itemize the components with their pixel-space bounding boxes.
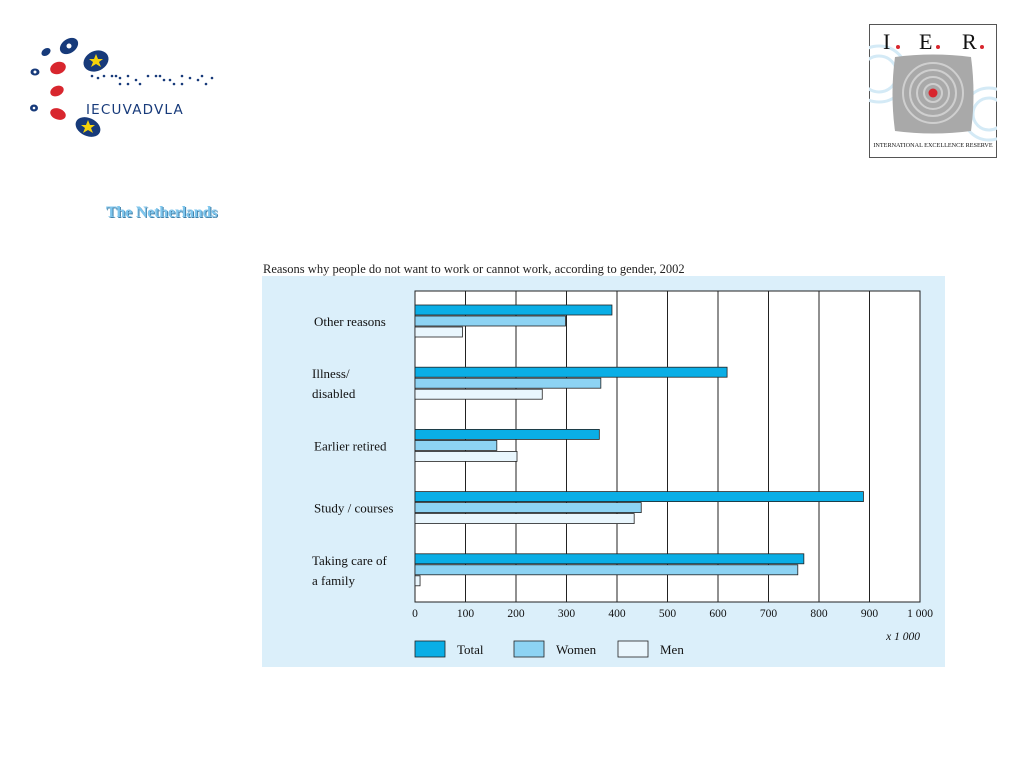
category-label: Other reasons	[314, 314, 386, 329]
legend: Total Women Men	[414, 640, 684, 658]
category-label: Study / courses	[314, 501, 393, 516]
category-label: Taking care of	[312, 553, 388, 568]
x-tick-label: 800	[810, 608, 828, 620]
legend-swatch-women	[513, 640, 545, 658]
ier-letter-i: I	[883, 29, 890, 54]
chart-title: Reasons why people do not want to work o…	[263, 262, 685, 276]
x-tick-label: 500	[659, 608, 677, 620]
bars	[414, 304, 864, 587]
category-label: disabled	[312, 386, 356, 401]
x-tick-labels: 0 100 200 300 400 500 600 700 800 900 1 000 x 1 000	[412, 608, 933, 643]
x-tick-label: 900	[861, 608, 879, 620]
plot-area	[414, 290, 921, 603]
legend-swatch-men	[617, 640, 649, 658]
category-label: Earlier retired	[314, 438, 387, 453]
bar-men	[414, 388, 543, 400]
bar-total	[414, 304, 613, 316]
bar-women	[414, 439, 498, 451]
category-label: Illness/	[312, 366, 350, 381]
x-tick-label: 1 000	[907, 608, 933, 620]
x-tick-label: 0	[412, 608, 418, 620]
bar-total	[414, 428, 600, 440]
category-label: a family	[312, 573, 355, 588]
ier-letter-r: R	[962, 29, 977, 54]
x-tick-label: 300	[558, 608, 576, 620]
target-emblem	[892, 54, 974, 134]
iecuvadvla-logo: IECUVADVLA	[30, 37, 214, 137]
x-tick-label: 100	[457, 608, 475, 620]
ier-logo: I E R INTERNATIONAL EXCELLENCE RESERVE	[869, 24, 997, 158]
bar-chart: Other reasons Illness/disabled Earlier ret…	[312, 290, 933, 658]
bar-men	[414, 450, 518, 462]
x-tick-label: 700	[760, 608, 778, 620]
bar-women	[414, 502, 642, 514]
x-tick-label: 400	[608, 608, 626, 620]
legend-label-total: Total	[457, 642, 484, 657]
bar-women	[414, 564, 799, 576]
legend-swatch-total	[414, 640, 446, 658]
bar-men	[414, 326, 463, 338]
ier-letter-e: E	[919, 29, 932, 54]
bar-women	[414, 377, 602, 389]
x-tick-label: 600	[709, 608, 727, 620]
slide-title: The Netherlands	[106, 204, 218, 221]
bar-total	[414, 491, 864, 503]
bar-total	[414, 366, 728, 378]
x-tick-label: 200	[507, 608, 525, 620]
bar-men	[414, 575, 421, 587]
bar-women	[414, 315, 566, 327]
legend-label-women: Women	[556, 642, 597, 657]
bar-total	[414, 553, 805, 565]
x-axis-unit: x 1 000	[885, 631, 920, 643]
bar-men	[414, 513, 635, 525]
ier-caption: INTERNATIONAL EXCELLENCE RESERVE	[873, 142, 992, 149]
braille-dots	[90, 74, 214, 86]
category-labels: Other reasons Illness/disabled Earlier ret…	[312, 314, 393, 588]
logo-left-text: IECUVADVLA	[86, 102, 184, 118]
legend-label-men: Men	[660, 642, 684, 657]
logo-dots	[30, 37, 109, 137]
